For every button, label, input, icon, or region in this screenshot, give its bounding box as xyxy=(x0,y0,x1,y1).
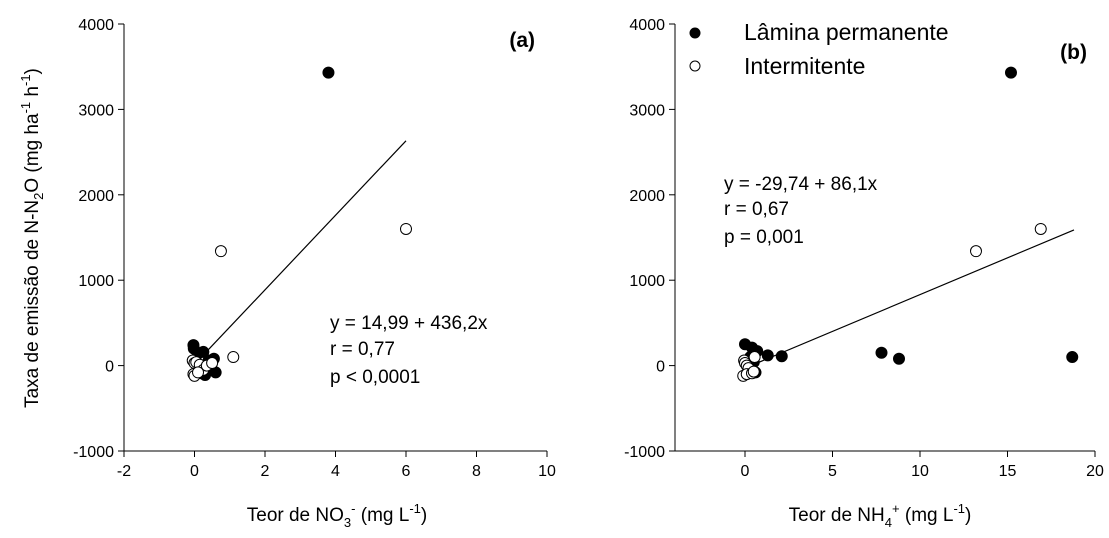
panel-a-x-tick-label: 8 xyxy=(472,463,481,480)
panel-b-y-tick-label: 2000 xyxy=(629,188,665,205)
panel-b-label: (b) xyxy=(1060,41,1087,64)
panel-b-point-intermitente xyxy=(748,351,761,364)
panel-b-point-permanente xyxy=(893,352,905,365)
panel-a-y-tick-label: 1000 xyxy=(78,273,114,290)
panel-b-x-axis-label: Teor de NH4+ (mg L-1) xyxy=(789,501,972,530)
panel-b-point-intermitente xyxy=(970,245,982,258)
panel-a-y-axis-label: Taxa de emissão de N-N2O (mg ha-1 h-1) xyxy=(18,68,46,408)
panel-b-point-permanente xyxy=(775,350,788,363)
panel-b-x-tick-label: 10 xyxy=(911,463,929,480)
panel-b: 0 5 10 15 20 -1000 0 1000 2000 3000 4000 (b) y = … xyxy=(624,17,1104,530)
panel-b-x-tick-label: 0 xyxy=(741,463,750,480)
legend-marker-filled xyxy=(689,27,701,39)
panel-b-x-tick-label: 5 xyxy=(828,463,837,480)
panel-a-x-tick-label: -2 xyxy=(117,463,131,480)
panel-a-point-intermitente xyxy=(227,351,240,364)
panel-a-points xyxy=(186,66,412,382)
panel-b-point-permanente xyxy=(875,346,888,359)
legend-entry-permanente: Lâmina permanente xyxy=(744,19,949,45)
panel-b-point-permanente xyxy=(761,349,774,362)
panel-b-regression-line xyxy=(744,229,1075,369)
panel-b-y-ticks: -1000 0 1000 2000 3000 4000 xyxy=(624,17,675,461)
panel-b-r-value: r = 0,67 xyxy=(724,199,789,220)
panel-a-r-value: r = 0,77 xyxy=(330,339,395,360)
panel-a-regression-line xyxy=(194,140,407,365)
panel-b-y-tick-label: 4000 xyxy=(629,17,665,34)
panel-b-y-tick-label: -1000 xyxy=(624,444,665,461)
panel-a-x-tick-label: 2 xyxy=(261,463,270,480)
panel-b-points xyxy=(737,66,1079,382)
panel-a-x-ticks: -2 0 2 4 6 8 10 xyxy=(117,451,556,480)
panel-b-point-intermitente xyxy=(1034,222,1047,235)
panel-a-y-tick-label: 0 xyxy=(105,359,114,376)
panel-a-point-intermitente xyxy=(206,357,219,370)
panel-a-y-tick-label: 4000 xyxy=(78,17,114,34)
panel-a-point-intermitente xyxy=(214,245,227,258)
panel-a-x-tick-label: 6 xyxy=(402,463,411,480)
panel-a-label: (a) xyxy=(509,29,535,52)
panel-a-x-tick-label: 0 xyxy=(190,463,199,480)
panel-a-x-tick-label: 4 xyxy=(331,463,340,480)
panel-b-p-value: p = 0,001 xyxy=(724,227,804,248)
panel-b-point-intermitente xyxy=(747,365,760,378)
panel-b-y-tick-label: 0 xyxy=(656,359,665,376)
legend-entry-intermitente: Intermitente xyxy=(744,53,865,79)
panel-a-x-axis-label: Teor de NO3- (mg L-1) xyxy=(247,501,427,530)
panel-a-x-tick-label: 10 xyxy=(538,463,556,480)
panel-a-y-tick-label: 3000 xyxy=(78,102,114,119)
panel-a-point-intermitente xyxy=(400,222,412,235)
panel-a-y-tick-label: -1000 xyxy=(73,444,114,461)
panel-b-x-tick-label: 20 xyxy=(1086,463,1104,480)
panel-b-y-tick-label: 3000 xyxy=(629,102,665,119)
panel-b-point-permanente xyxy=(1005,66,1017,79)
panel-a: -2 0 2 4 6 8 10 -1000 0 1000 2000 3000 4000 (a) y =… xyxy=(18,17,556,530)
panel-b-x-tick-label: 15 xyxy=(999,463,1017,480)
panel-b-point-permanente xyxy=(1066,351,1079,364)
legend-marker-open xyxy=(689,60,701,72)
panel-a-y-tick-label: 2000 xyxy=(78,188,114,205)
panel-a-point-intermitente xyxy=(192,366,205,379)
panel-a-equation: y = 14,99 + 436,2x xyxy=(330,313,488,334)
panel-a-p-value: p < 0,0001 xyxy=(330,367,420,388)
panel-a-y-ticks: -1000 0 1000 2000 3000 4000 xyxy=(73,17,124,461)
panel-a-point-permanente xyxy=(322,66,335,79)
legend: Lâmina permanente Intermitente xyxy=(689,19,949,79)
panel-b-y-tick-label: 1000 xyxy=(629,273,665,290)
panel-b-equation: y = -29,74 + 86,1x xyxy=(724,174,878,195)
panel-a-point-permanente xyxy=(197,345,210,358)
panel-b-x-ticks: 0 5 10 15 20 xyxy=(741,451,1104,480)
